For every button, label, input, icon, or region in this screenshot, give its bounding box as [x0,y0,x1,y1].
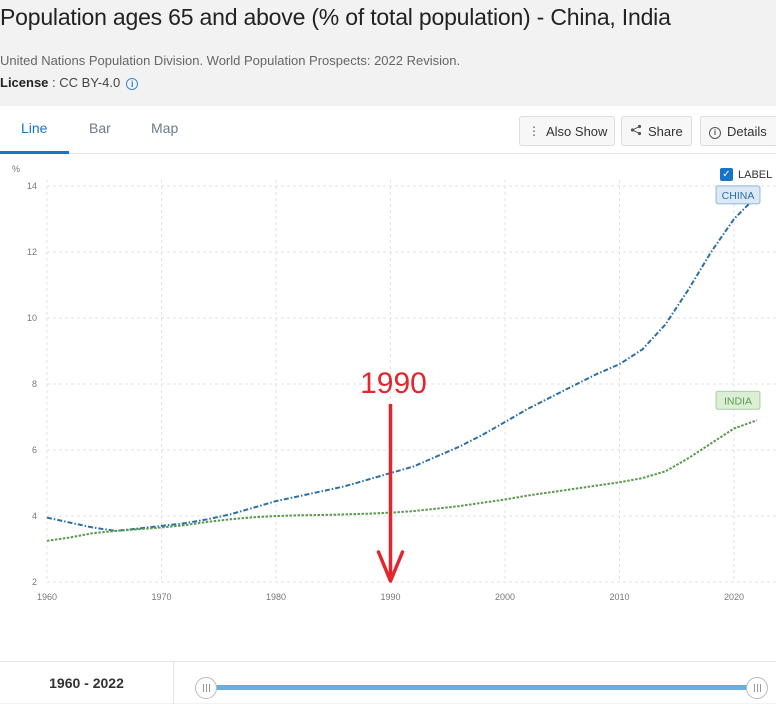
info-icon[interactable]: i [126,78,139,90]
also-show-button[interactable]: ⋮ Also Show [519,116,615,146]
y-tick-label-12: 12 [27,247,37,257]
license-label: License [0,75,49,90]
y-tick-label-8: 8 [32,379,37,389]
license-row: License : CC BY-4.0 i [0,75,139,90]
range-bar: 1960 - 2022 [0,661,776,704]
y-tick-label-2: 2 [32,577,37,587]
label-toggle-text: LABEL [738,168,773,181]
range-end-handle[interactable] [746,677,768,699]
series-label-box-india [715,390,761,410]
x-tick-label-1960: 1960 [37,592,57,602]
info-circle-icon: i [709,124,721,139]
x-tick-label-2020: 2020 [724,592,744,602]
series-label-china: CHINA [715,185,761,205]
license-value: : CC BY-4.0 [48,75,121,90]
page-title: Population ages 65 and above (% of total… [0,4,671,30]
y-tick-label-10: 10 [27,313,37,323]
details-label: Details [727,123,767,139]
details-button[interactable]: i Details [700,116,776,146]
annotation-label: 1990 [360,367,427,400]
share-label: Share [648,123,683,139]
share-icon [630,124,642,139]
series-label-india: INDIA [715,390,761,410]
annotation: 1990 [360,367,427,583]
tab-map[interactable]: Map [151,120,179,136]
annotation-arrow-head [376,550,405,583]
y-tick-label-14: 14 [27,181,37,191]
tab-line[interactable]: Line [21,120,48,136]
also-show-label: Also Show [546,123,608,139]
x-tick-label-1970: 1970 [151,592,171,602]
active-tab-indicator [0,151,69,154]
y-tick-label-4: 4 [32,511,37,521]
series-label-text-china: CHINA [722,190,755,202]
tab-bar: Line Bar Map ⋮ Also Show Share i Details [0,106,776,154]
series-label-text-india: INDIA [724,395,752,407]
source-text: United Nations Population Division. Worl… [0,53,461,68]
series-line-india [46,419,758,542]
series-line-china [46,195,758,532]
range-start-handle[interactable] [195,677,217,699]
range-slider-track[interactable] [206,685,758,690]
label-checkbox[interactable]: ✓ [720,168,733,181]
y-axis-unit-label: % [12,164,20,174]
x-tick-label-2010: 2010 [609,592,629,602]
vertical-dots-icon: ⋮ [528,124,540,138]
tab-bar-chart[interactable]: Bar [89,120,111,136]
grid [46,180,776,583]
x-tick-label-1980: 1980 [266,592,286,602]
range-label: 1960 - 2022 [0,662,174,704]
axis-ticks: 2 4 6 8 10 12 14 1960 1970 1980 1990 2000 2010 2020% [12,164,744,602]
series-lines [46,195,758,542]
share-button[interactable]: Share [621,116,692,146]
x-tick-label-1990: 1990 [380,592,400,602]
label-toggle[interactable]: ✓ LABEL [720,168,772,181]
chart-card: Line Bar Map ⋮ Also Show Share i Details [0,106,776,703]
series-label-box-china [715,185,761,205]
y-tick-label-6: 6 [32,445,37,455]
x-tick-label-2000: 2000 [495,592,515,602]
series-labels: CHINA INDIA [715,185,761,410]
